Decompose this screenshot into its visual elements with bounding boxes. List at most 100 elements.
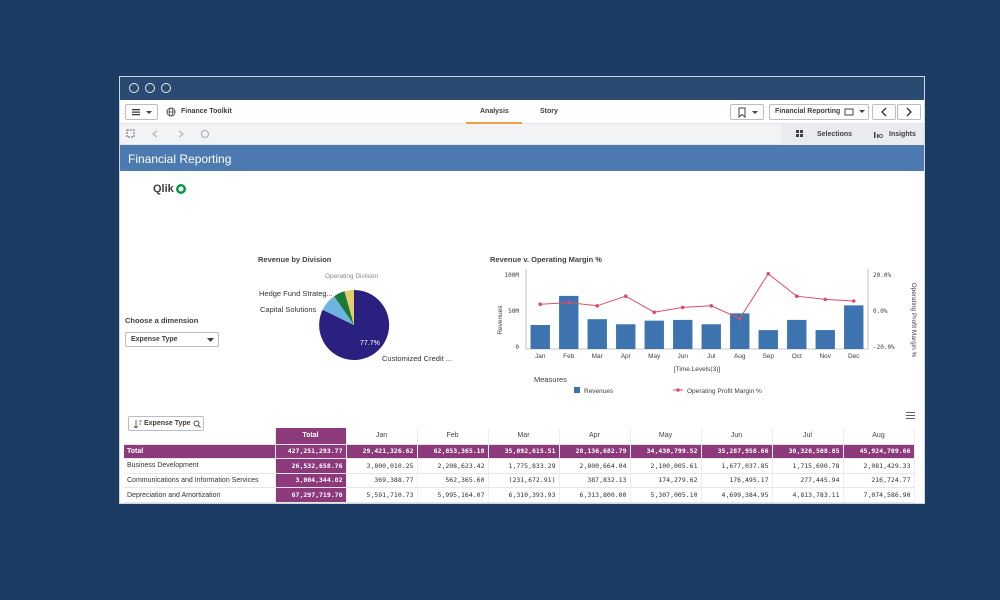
app-name: Finance Toolkit: [181, 108, 232, 115]
y-right-tick: -20.0%: [873, 344, 895, 351]
insights-button[interactable]: Insights: [889, 131, 916, 138]
pie-label-customized-credit: Customized Credit ...: [382, 354, 453, 363]
row-label[interactable]: Business Development: [124, 458, 276, 474]
chevron-down-icon: [207, 338, 214, 342]
selections-button[interactable]: Selections: [817, 131, 853, 138]
sheet-selector[interactable]: Financial Reporting: [769, 104, 869, 120]
legend-revenues[interactable]: Revenues: [584, 388, 614, 395]
revenue-bar[interactable]: [559, 295, 579, 349]
header-month[interactable]: Jul: [772, 428, 844, 445]
row-label[interactable]: General Administrative and Other: [124, 502, 276, 503]
combo-chart[interactable]: Revenues Operating Profit Margin % 100M …: [490, 267, 922, 407]
cell-value: 2,208,623.42: [417, 458, 489, 474]
pie-slice-hedge-fund[interactable]: [334, 291, 354, 325]
table-total-row: Total 427,251,293.77 29,421,326.62 62,85…: [124, 444, 915, 460]
pie-label-hedge-fund: Hedge Fund Strateg...: [259, 289, 333, 298]
cell-value: 30,326,508.85: [772, 444, 844, 460]
header-month[interactable]: Jan: [346, 428, 418, 445]
header-month[interactable]: Apr: [559, 428, 631, 445]
revenue-bar[interactable]: [730, 313, 750, 349]
header-month[interactable]: Aug: [843, 428, 915, 445]
cell-value: 20,785,927.71: [772, 502, 844, 503]
window-dot-icon[interactable]: [129, 83, 139, 93]
pie-slice-customized-credit[interactable]: [319, 289, 390, 360]
cell-value: 562,365.60: [417, 473, 489, 489]
margin-point[interactable]: [737, 316, 742, 321]
revenue-bar[interactable]: [758, 330, 778, 349]
revenue-bar[interactable]: [815, 330, 835, 349]
revenue-bar[interactable]: [530, 325, 550, 349]
revenue-bar[interactable]: [787, 319, 807, 349]
margin-point[interactable]: [652, 310, 657, 314]
header-dimension: [124, 428, 276, 445]
selections-icon: [796, 130, 803, 137]
header-total[interactable]: Total: [275, 428, 347, 445]
next-sheet-button[interactable]: [897, 104, 921, 120]
cell-value: 5,995,164.07: [417, 487, 489, 503]
y-left-tick: 50M: [508, 308, 519, 315]
lasso-select-icon[interactable]: [126, 129, 136, 139]
header-month[interactable]: May: [630, 428, 702, 445]
pie-slice-capital-solutions[interactable]: [322, 296, 354, 325]
row-label[interactable]: Communications and Information Services: [124, 473, 276, 489]
legend-margin[interactable]: Operating Profit Margin %: [687, 388, 762, 395]
table-row[interactable]: Depreciation and Amortization 67,297,719.…: [124, 487, 915, 503]
table-menu-icon[interactable]: [906, 411, 916, 420]
sheet-title: Financial Reporting: [128, 152, 232, 166]
revenue-bar[interactable]: [616, 324, 636, 349]
revenue-bar[interactable]: [644, 320, 664, 349]
step-back-icon[interactable]: [150, 129, 160, 139]
cell-value: 4,813,783.11: [772, 487, 844, 503]
margin-point[interactable]: [538, 302, 543, 306]
table-row[interactable]: Business Development 26,532,658.76 3,800,0…: [124, 458, 915, 474]
margin-point[interactable]: [595, 304, 600, 308]
margin-point[interactable]: [823, 297, 828, 302]
margin-point[interactable]: [766, 272, 771, 276]
margin-point[interactable]: [566, 300, 571, 305]
cell-value: 1,677,037.85: [701, 458, 773, 474]
header-month[interactable]: Feb: [417, 428, 489, 445]
y-left-tick: 0: [515, 344, 519, 351]
margin-point[interactable]: [851, 299, 856, 303]
margin-point[interactable]: [794, 294, 799, 298]
revenue-bar[interactable]: [673, 319, 693, 349]
pie-slice-other[interactable]: [344, 289, 355, 325]
cell-value: 176,495.17: [701, 473, 773, 489]
table-row[interactable]: Communications and Information Services 3…: [124, 473, 915, 489]
combo-y-right-label: Operating Profit Margin %: [910, 283, 917, 358]
margin-line: [540, 273, 854, 320]
cell-value: 18,639,460.42: [488, 502, 560, 503]
revenue-bar[interactable]: [701, 324, 721, 349]
bookmark-icon: [738, 107, 758, 119]
step-forward-icon[interactable]: [176, 129, 186, 139]
dimension-dropdown[interactable]: Expense Type: [125, 332, 219, 347]
header-month[interactable]: Mar: [488, 428, 560, 445]
revenue-bar[interactable]: [844, 305, 864, 349]
combo-chart-title: Revenue v. Operating Margin %: [490, 255, 602, 264]
cell-value: 5,591,710.73: [346, 487, 418, 503]
revenue-bar[interactable]: [587, 319, 607, 349]
x-tick-label: Dec: [848, 353, 860, 360]
margin-point[interactable]: [680, 305, 685, 310]
cell-value: 35,092,615.51: [488, 444, 560, 460]
cell-value: 21,663,789.86: [630, 502, 702, 503]
clear-selections-icon[interactable]: [200, 129, 210, 139]
pie-chart[interactable]: 77.7%: [318, 289, 392, 363]
tab-story[interactable]: Story: [530, 100, 570, 124]
bookmark-button[interactable]: [730, 104, 764, 120]
margin-point[interactable]: [709, 304, 714, 308]
margin-point[interactable]: [623, 294, 628, 298]
tab-analysis[interactable]: Analysis: [466, 100, 522, 124]
window-dot-icon[interactable]: [145, 83, 155, 93]
window-dot-icon[interactable]: [161, 83, 171, 93]
selections-pane: Selections Insights: [782, 124, 924, 145]
qlik-logo: Qlik: [153, 182, 187, 196]
cell-value: 1,715,690.78: [772, 458, 844, 474]
menu-button[interactable]: [125, 104, 158, 120]
header-month[interactable]: Jun: [701, 428, 773, 445]
table-row[interactable]: General Administrative and Other251,324,…: [124, 502, 915, 503]
app-toolbar: Finance Toolkit Analysis Story Financial…: [120, 100, 924, 124]
prev-sheet-button[interactable]: [872, 104, 896, 120]
pie-chart-title: Revenue by Division: [258, 255, 332, 264]
row-label[interactable]: Depreciation and Amortization: [124, 487, 276, 503]
